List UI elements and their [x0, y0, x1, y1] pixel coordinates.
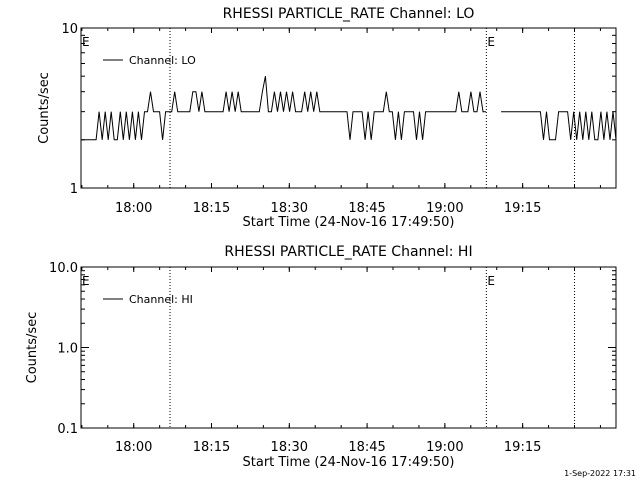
x-tick-label: 19:15 — [504, 440, 541, 455]
chart-title: RHESSI PARTICLE_RATE Channel: HI — [224, 244, 472, 260]
x-tick-label: 18:00 — [115, 440, 152, 455]
event-mark: E — [487, 35, 495, 49]
x-tick-label: 18:45 — [348, 440, 385, 455]
panel-lo: RHESSI PARTICLE_RATE Channel: LO 18:00 18:… — [37, 6, 617, 230]
series-line — [81, 76, 617, 141]
event-mark: E — [487, 274, 495, 288]
x-tick-label: 18:15 — [193, 440, 230, 455]
x-tick-label: 18:00 — [115, 201, 152, 216]
event-mark: E — [82, 35, 90, 49]
legend-entry: Channel: LO — [129, 54, 196, 67]
x-tick-label: 19:00 — [426, 201, 463, 216]
chart-title: RHESSI PARTICLE_RATE Channel: LO — [223, 6, 475, 22]
x-tick-label: 18:30 — [271, 440, 308, 455]
event-mark: E — [82, 274, 90, 288]
plot-frame — [80, 266, 617, 429]
y-tick-label: 1.0 — [57, 342, 78, 357]
legend-entry: Channel: HI — [129, 293, 193, 306]
y-tick-label: 0.1 — [57, 422, 78, 437]
x-tick-label: 18:30 — [271, 201, 308, 216]
y-tick-label: 10.0 — [49, 261, 78, 276]
plot-frame — [80, 27, 617, 189]
footer-timestamp: 1-Sep-2022 17:31 — [564, 469, 636, 478]
y-axis-label: Counts/sec — [37, 72, 52, 144]
x-axis-label: Start Time (24-Nov-16 17:49:50) — [243, 215, 455, 230]
panel-hi: RHESSI PARTICLE_RATE Channel: HI 18:00 18:… — [25, 244, 617, 470]
y-tick-label: 1 — [70, 182, 78, 197]
x-tick-label: 19:00 — [426, 440, 463, 455]
x-tick-label: 18:15 — [193, 201, 230, 216]
x-tick-label: 19:15 — [504, 201, 541, 216]
y-tick-label: 10 — [61, 22, 78, 37]
x-tick-label: 18:45 — [348, 201, 385, 216]
y-axis-label: Counts/sec — [25, 312, 40, 384]
x-axis-label: Start Time (24-Nov-16 17:49:50) — [243, 455, 455, 470]
